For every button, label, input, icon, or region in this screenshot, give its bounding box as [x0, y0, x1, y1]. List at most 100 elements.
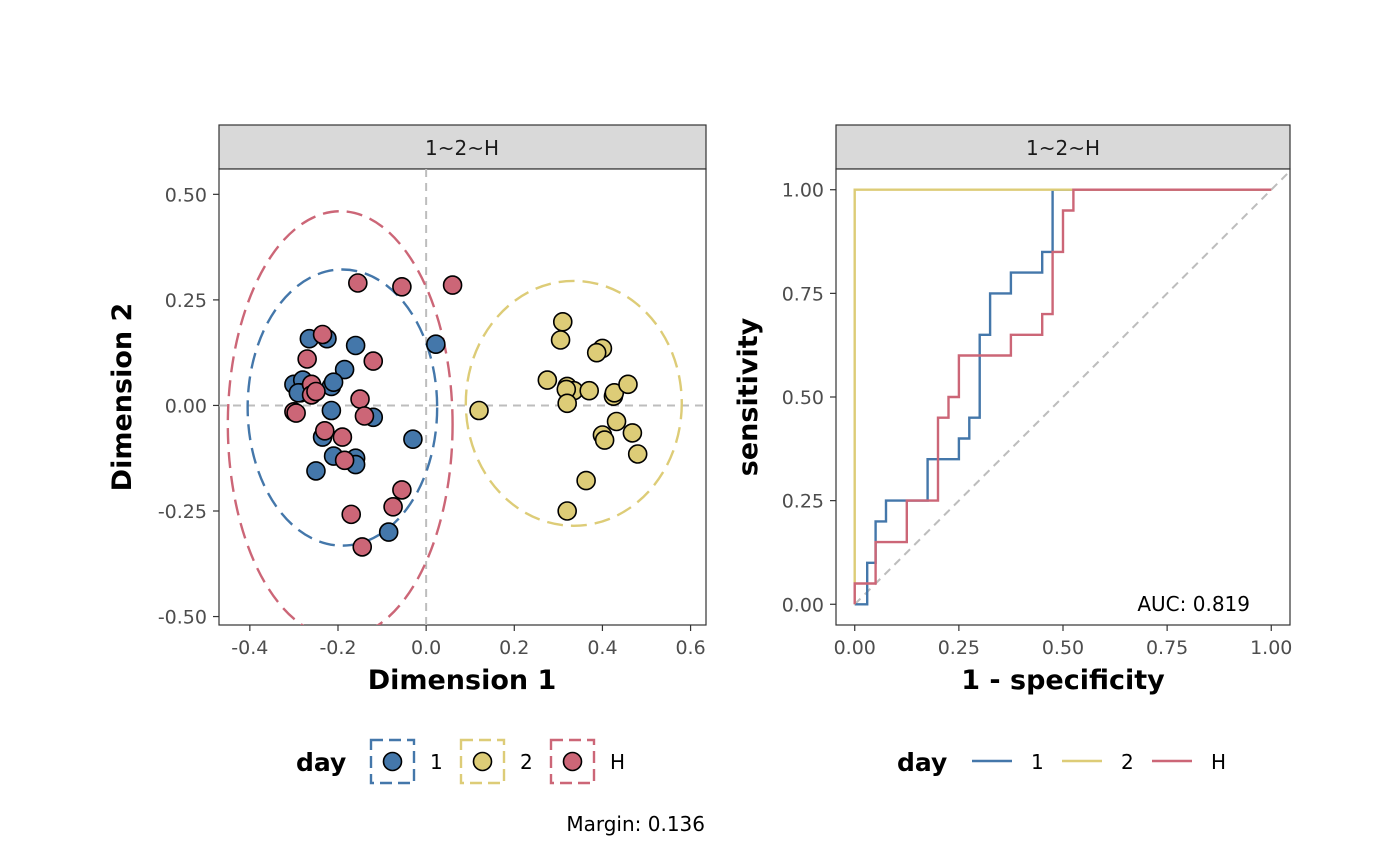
point-day-1	[323, 372, 344, 393]
x-tick-label: 0.0	[411, 637, 441, 659]
roc-legend-item-day-2: 2	[1062, 750, 1134, 774]
legend-item-day-H: H	[549, 738, 625, 785]
y-tick-label: 0.00	[165, 395, 207, 417]
legend-label-day-2: 2	[520, 750, 533, 774]
roc-diagonal	[854, 170, 1290, 605]
margin-note: Margin: 0.136	[566, 812, 705, 836]
roc-strip-label: 1~2~H	[1026, 136, 1100, 160]
point-day-1	[321, 400, 342, 421]
x-tick-label: -0.4	[231, 637, 268, 659]
point-day-H	[352, 537, 373, 557]
y-tick-label: 1.00	[782, 180, 824, 202]
ellipse-day-2	[464, 279, 683, 527]
roc-chance-line	[854, 170, 1290, 605]
x-tick-label: 0.25	[938, 637, 980, 659]
scatter-legend-items: 1 2 H	[369, 738, 625, 785]
legend-point-day-2	[472, 751, 493, 772]
scatter-legend-title: day	[296, 748, 346, 777]
point-day-1	[378, 522, 399, 542]
point-day-H	[286, 403, 306, 423]
point-day-H	[392, 480, 412, 500]
point-day-H	[297, 349, 317, 369]
roc-legend-label-day-1: 1	[1031, 750, 1044, 774]
y-tick-label: -0.25	[158, 501, 207, 523]
roc-panel: 1~2~H 0.00 0.25 0.50 0.75 1.00 1.00 0.75 0.50 0…	[733, 124, 1292, 777]
roc-legend-label-day-H: H	[1211, 750, 1226, 774]
point-day-H	[312, 324, 333, 345]
y-tick-label: 0.25	[165, 290, 207, 312]
y-tick-label: 0.00	[782, 594, 824, 616]
roc-legend-title: day	[897, 748, 947, 777]
y-tick-label: 0.50	[782, 387, 824, 409]
point-day-H	[392, 276, 412, 297]
point-day-2	[627, 444, 648, 464]
point-day-1	[426, 334, 446, 355]
roc-lines	[853, 188, 1272, 606]
roc-legend: day 1 2 H	[897, 748, 1226, 777]
scatter-reference-lines	[219, 169, 706, 625]
point-day-H	[334, 450, 355, 471]
point-day-2	[537, 370, 558, 390]
point-day-H	[332, 427, 353, 447]
point-day-2	[552, 312, 573, 332]
point-day-2	[579, 380, 600, 401]
x-tick-label: 0.75	[1146, 637, 1188, 659]
point-day-H	[354, 406, 375, 426]
roc-x-axis-title: 1 - specificity	[961, 665, 1165, 696]
ellipse-day-H	[226, 210, 454, 625]
point-day-2	[594, 430, 615, 450]
y-tick-label: -0.50	[158, 607, 207, 629]
legend-label-day-H: H	[610, 750, 625, 774]
x-tick-label: 0.4	[587, 637, 617, 659]
legend-point-day-1	[382, 751, 403, 772]
roc-y-axis-title: sensitivity	[733, 317, 764, 476]
point-day-H	[383, 496, 403, 517]
point-day-2	[576, 470, 596, 491]
legend-point-day-H	[562, 751, 583, 772]
point-day-H	[363, 351, 384, 371]
point-day-H	[348, 273, 368, 293]
y-tick-label: 0.25	[782, 491, 824, 513]
point-day-2	[586, 342, 607, 363]
x-tick-label: 0.00	[834, 637, 876, 659]
point-day-H	[306, 381, 326, 402]
roc-legend-item-day-1: 1	[972, 750, 1044, 774]
scatter-x-axis-title: Dimension 1	[368, 665, 557, 696]
scatter-legend: day 1 2 H	[296, 738, 625, 785]
point-day-2	[606, 411, 627, 432]
point-day-H	[341, 504, 362, 525]
scatter-x-axis: -0.4 -0.2 0.0 0.2 0.4 0.6	[231, 625, 706, 659]
legend-item-day-1: 1	[369, 738, 443, 785]
legend-key-day-2	[459, 738, 506, 785]
y-tick-label: 0.50	[165, 184, 207, 206]
point-day-1	[345, 335, 366, 356]
point-day-2	[550, 330, 571, 350]
point-day-2	[557, 393, 577, 414]
roc-x-axis: 0.00 0.25 0.50 0.75 1.00	[834, 625, 1292, 659]
point-day-1	[306, 461, 326, 481]
roc-legend-items: 1 2 H	[972, 750, 1226, 774]
x-tick-label: 0.50	[1042, 637, 1084, 659]
scatter-y-axis-title: Dimension 2	[107, 303, 138, 492]
legend-key-day-H	[549, 738, 596, 785]
scatter-points	[284, 273, 648, 557]
x-tick-label: 0.6	[675, 637, 705, 659]
scatter-strip-label: 1~2~H	[425, 136, 499, 160]
point-day-2	[618, 374, 638, 395]
point-day-2	[622, 423, 643, 443]
auc-label: AUC: 0.819	[1137, 592, 1250, 616]
ellipse-day-1	[246, 268, 439, 547]
legend-key-day-1	[369, 738, 416, 785]
x-tick-label: 1.00	[1250, 637, 1292, 659]
point-day-H	[350, 389, 370, 409]
point-day-2	[469, 400, 489, 421]
point-day-1	[403, 429, 423, 450]
roc-strip	[835, 124, 1291, 170]
scatter-strip	[218, 124, 707, 170]
point-day-H	[314, 420, 335, 441]
x-tick-label: -0.2	[319, 637, 356, 659]
legend-label-day-1: 1	[430, 750, 443, 774]
roc-curve-day-1	[854, 188, 1272, 606]
